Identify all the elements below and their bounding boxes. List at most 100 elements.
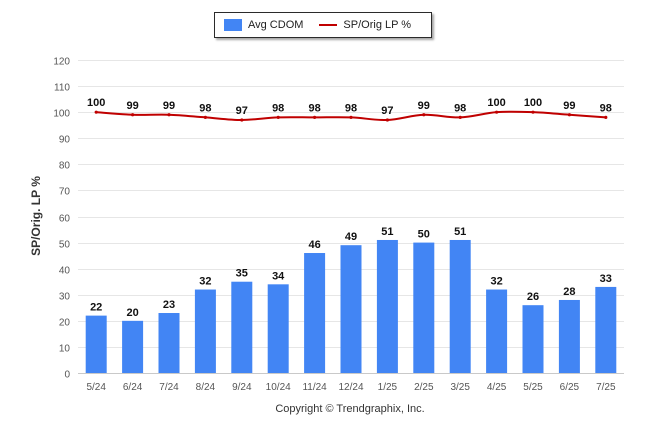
x-tick-label: 6/25 (560, 382, 580, 393)
line-value-label: 97 (236, 105, 248, 117)
legend-line-label: SP/Orig LP % (343, 19, 412, 31)
y-tick-label: 120 (53, 57, 70, 68)
y-tick-label: 50 (59, 240, 71, 251)
y-tick-label: 20 (59, 318, 71, 329)
line-value-label: 98 (600, 102, 612, 114)
x-tick-label: 7/24 (159, 382, 179, 393)
line-point (131, 113, 135, 117)
line-point (167, 113, 171, 117)
bar (158, 313, 180, 373)
line-point (604, 115, 608, 119)
y-tick-label: 70 (59, 187, 71, 198)
x-tick-label: 8/24 (196, 382, 216, 393)
y-axis-ticks: 0 10 20 30 40 50 60 70 80 90 100 110 120 (53, 57, 70, 381)
y-tick-label: 90 (59, 135, 71, 146)
bar-value-label: 34 (272, 270, 285, 282)
x-tick-label: 9/24 (232, 382, 252, 393)
bar (486, 289, 508, 373)
legend-item-line[interactable]: SP/Orig LP % (303, 19, 411, 31)
line-point (203, 115, 207, 119)
y-tick-label: 0 (64, 370, 70, 381)
line-value-label: 99 (563, 100, 575, 112)
bar (194, 289, 216, 373)
line-value-label: 98 (272, 102, 284, 114)
bar (231, 281, 253, 373)
bar (267, 284, 289, 373)
bar-value-label: 28 (563, 286, 575, 298)
line-value-label: 100 (87, 97, 105, 109)
bar (85, 315, 107, 373)
line-value-label: 99 (418, 100, 430, 112)
x-tick-label: 11/24 (302, 382, 327, 393)
bar (558, 299, 580, 373)
bar (449, 239, 471, 373)
line-point (495, 110, 499, 114)
copyright-text: Copyright © Trendgraphix, Inc. (275, 403, 425, 415)
bar-value-label: 33 (600, 273, 612, 285)
bar (376, 239, 398, 373)
bar-value-label: 49 (345, 231, 357, 243)
line-point (276, 115, 280, 119)
bar-value-label: 46 (308, 239, 320, 251)
bar-value-label: 32 (199, 276, 211, 288)
line-point (240, 118, 244, 122)
x-tick-label: 12/24 (338, 382, 363, 393)
bar-value-label: 26 (527, 291, 539, 303)
y-tick-label: 110 (54, 83, 70, 94)
x-tick-label: 7/25 (596, 382, 616, 393)
bar-value-label: 23 (163, 299, 175, 311)
line-point (94, 110, 98, 114)
line-point (422, 113, 426, 117)
y-tick-label: 40 (59, 266, 71, 277)
bar-value-label: 20 (126, 307, 138, 319)
line-point (567, 113, 572, 117)
bar (413, 242, 435, 373)
line-data-labels: 100 99 99 98 97 98 98 98 97 99 98 100 100 99 98 (87, 97, 612, 117)
line-series (94, 110, 608, 122)
line-value-label: 98 (199, 102, 211, 114)
bar (595, 286, 617, 373)
bar-series (85, 239, 617, 373)
y-tick-label: 80 (59, 161, 71, 172)
line-point (531, 110, 535, 114)
line-value-label: 97 (381, 105, 393, 117)
bar-data-labels: 22 20 23 32 35 34 46 49 51 50 51 32 26 28 33 (90, 226, 612, 319)
bar (522, 305, 544, 373)
legend-bar-swatch (224, 19, 242, 31)
x-tick-label: 1/25 (378, 382, 398, 393)
bar-value-label: 32 (490, 276, 502, 288)
line-point (385, 118, 389, 122)
x-axis-ticks: 5/24 6/24 7/24 8/24 9/24 10/24 11/24 12/24 1/25 2… (86, 382, 616, 393)
bar (122, 320, 144, 373)
x-tick-label: 10/24 (266, 382, 291, 393)
line-point (458, 115, 462, 119)
y-tick-label: 10 (59, 344, 71, 355)
x-tick-label: 6/24 (123, 382, 143, 393)
y-tick-label: 30 (59, 292, 71, 303)
bar-value-label: 51 (381, 226, 393, 238)
bar-value-label: 50 (418, 229, 430, 241)
line-point (313, 115, 317, 119)
bar (340, 245, 362, 373)
line-value-label: 99 (126, 100, 138, 112)
line-value-label: 100 (487, 97, 505, 109)
legend-bar-label: Avg CDOM (248, 19, 304, 31)
x-tick-label: 2/25 (414, 382, 434, 393)
y-axis-title: SP/Orig. LP % (29, 176, 43, 256)
x-tick-label: 3/25 (450, 382, 470, 393)
bar-value-label: 22 (90, 302, 102, 314)
legend-line-swatch (319, 24, 338, 26)
y-tick-label: 60 (59, 214, 71, 225)
legend-item-bar[interactable]: Avg CDOM (215, 19, 303, 31)
line-value-label: 99 (163, 100, 175, 112)
chart-legend: Avg CDOM SP/Orig LP % (214, 12, 432, 38)
x-tick-label: 4/25 (487, 382, 507, 393)
bar-value-label: 35 (236, 268, 248, 280)
line-point (349, 115, 353, 119)
x-tick-label: 5/24 (86, 382, 106, 393)
line-value-label: 98 (454, 102, 466, 114)
bar-value-label: 51 (454, 226, 466, 238)
line-value-label: 98 (308, 102, 320, 114)
bar (304, 253, 326, 373)
